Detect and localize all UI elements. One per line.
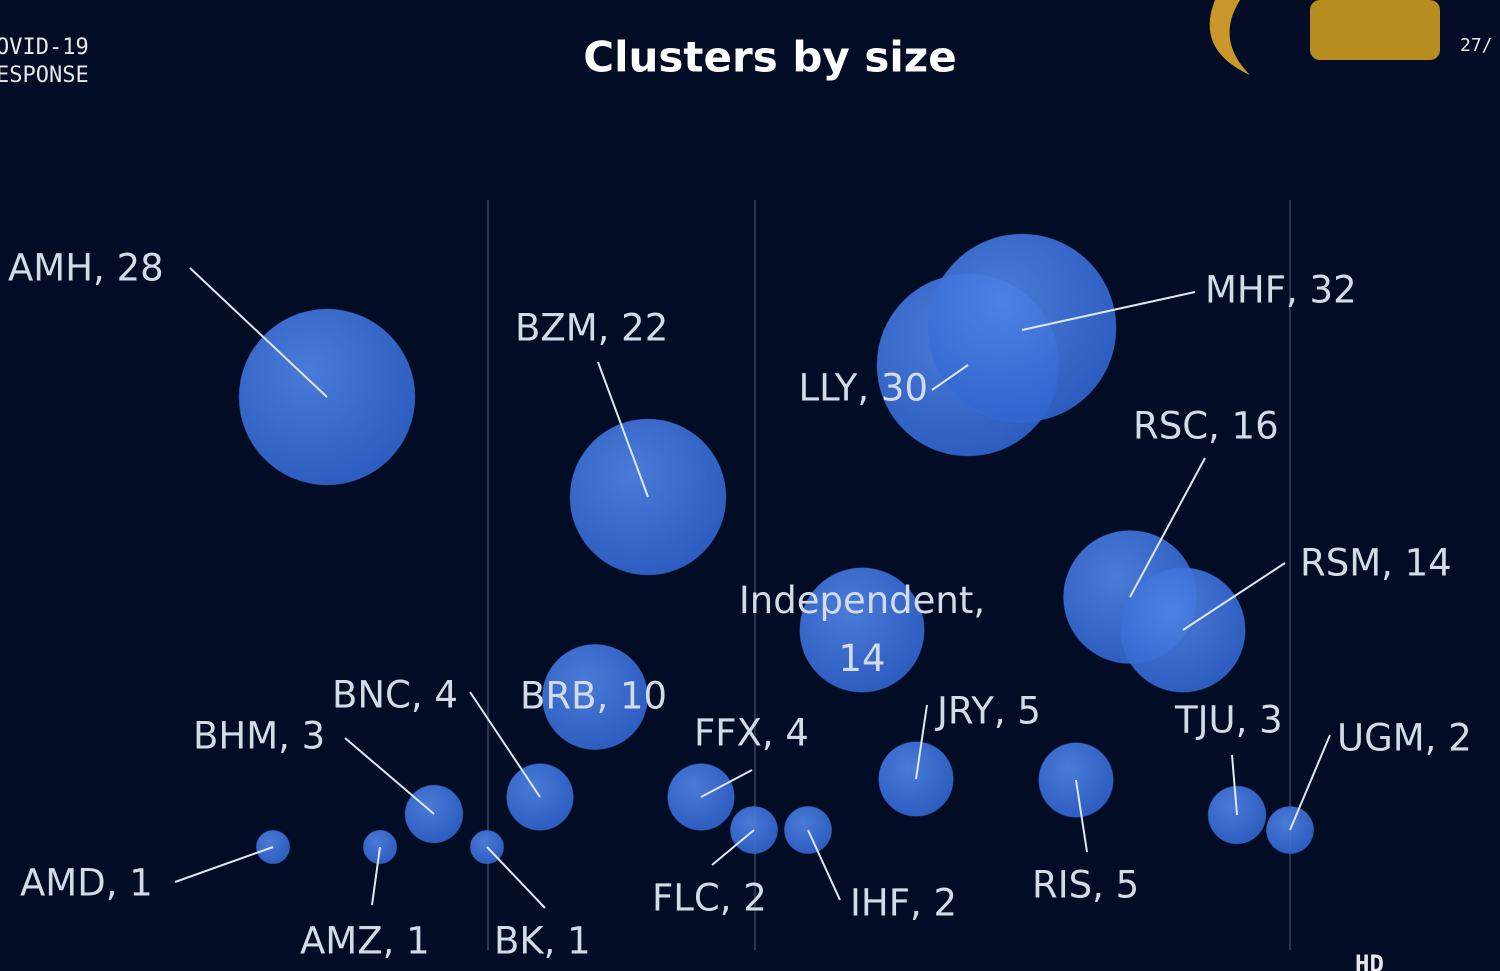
leader-line <box>486 846 546 909</box>
data-label: IHF, 2 <box>850 882 957 925</box>
logo <box>1209 0 1440 75</box>
leader-line <box>1289 734 1331 831</box>
data-label: MHF, 32 <box>1205 269 1357 312</box>
data-label: RSC, 16 <box>1133 405 1279 448</box>
leader-line <box>1182 562 1286 631</box>
data-label: LLY, 30 <box>798 367 928 410</box>
data-label: BZM, 22 <box>515 307 668 350</box>
data-label: AMZ, 1 <box>300 920 430 963</box>
data-label: FLC, 2 <box>652 877 767 920</box>
header-text: ESPONSE <box>0 63 89 88</box>
data-label: RSM, 14 <box>1300 542 1452 585</box>
bubble <box>799 567 925 693</box>
data-label: AMD, 1 <box>20 862 153 905</box>
data-label: TJU, 3 <box>1174 699 1283 742</box>
data-label: RIS, 5 <box>1032 864 1139 907</box>
data-label: FFX, 4 <box>694 712 809 755</box>
leader-line <box>931 364 969 391</box>
header-date: 27/ <box>1460 35 1493 56</box>
chart-title: Clusters by size <box>583 33 956 82</box>
data-label: BNC, 4 <box>332 674 458 717</box>
bubble <box>927 233 1117 423</box>
leader-line <box>174 846 274 883</box>
leader-line <box>371 846 381 906</box>
leader-line <box>915 704 928 780</box>
leader-line <box>597 361 649 498</box>
data-label: Independent, 14 <box>738 579 986 680</box>
data-label: BRB, 10 <box>520 675 667 718</box>
bubble <box>542 644 648 750</box>
header-text: OVID-19 <box>0 35 89 60</box>
leader-line <box>711 829 755 866</box>
data-label: JRY, 5 <box>935 690 1041 733</box>
data-label: BHM, 3 <box>193 715 325 758</box>
leader-line <box>1129 457 1206 598</box>
leader-line <box>1231 754 1238 816</box>
leader-line <box>344 737 435 815</box>
leader-line <box>189 267 328 398</box>
leader-line <box>469 691 541 798</box>
leader-line <box>807 829 841 901</box>
data-label: AMH, 28 <box>8 247 164 290</box>
hd-badge: HD <box>1355 950 1384 971</box>
data-label: UGM, 2 <box>1337 717 1472 760</box>
leader-line <box>1021 291 1196 331</box>
leader-line <box>1075 779 1088 853</box>
leader-line <box>700 769 753 798</box>
data-label: BK, 1 <box>494 920 591 963</box>
